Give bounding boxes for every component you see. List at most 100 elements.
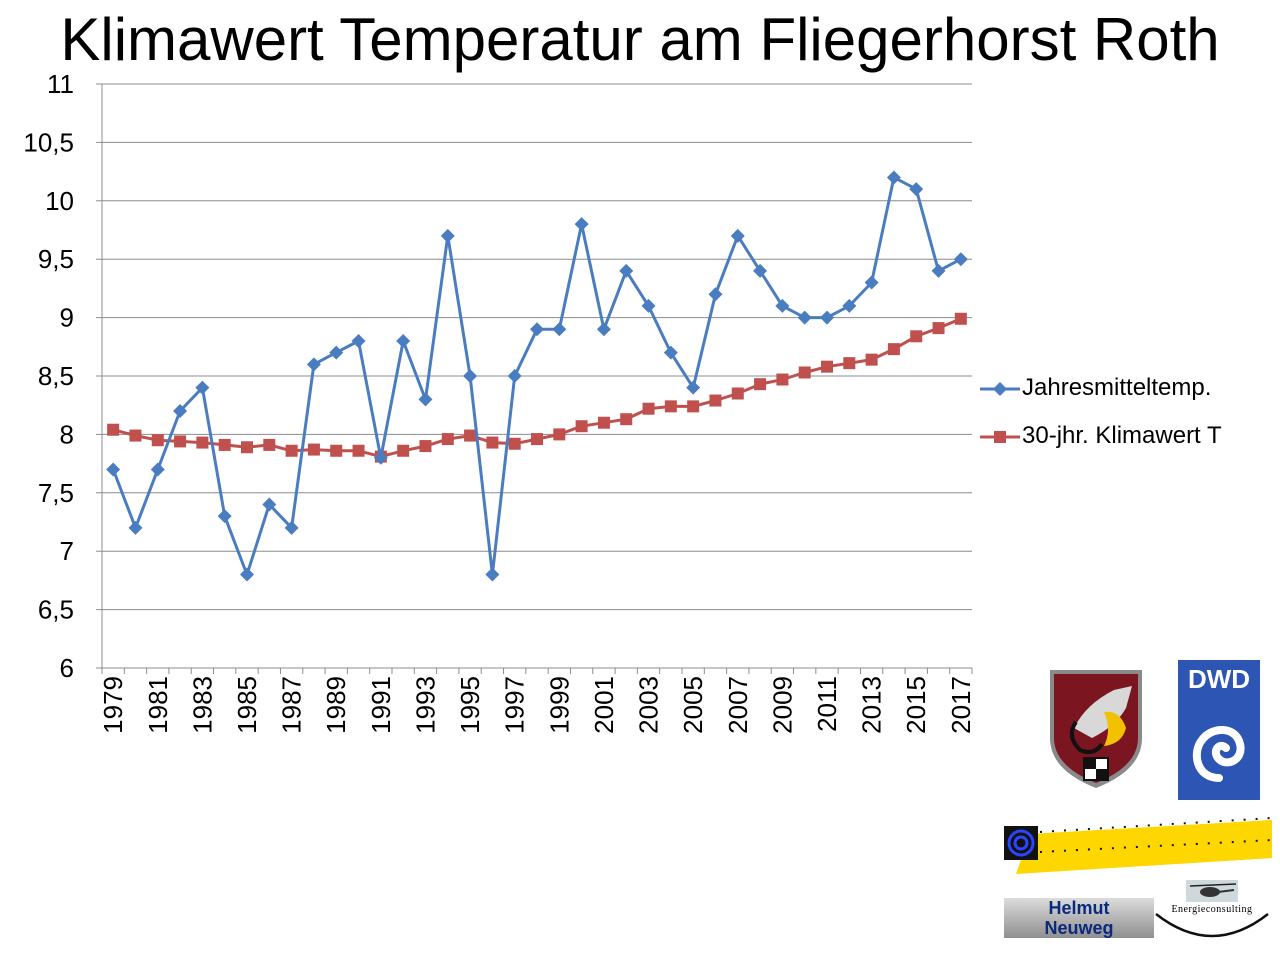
data-point: [730, 228, 745, 243]
data-point: [463, 369, 478, 383]
data-point: [151, 434, 164, 447]
y-tick-label: 11: [47, 69, 74, 99]
data-point: [553, 428, 566, 441]
data-point: [440, 228, 455, 243]
data-point: [596, 322, 611, 337]
data-point: [642, 402, 655, 415]
data-point: [485, 567, 500, 582]
y-tick-label: 8: [60, 419, 74, 449]
data-point: [330, 444, 343, 457]
data-point: [352, 444, 365, 457]
data-point: [886, 170, 901, 185]
data-point: [887, 343, 900, 356]
data-point: [798, 366, 811, 379]
data-point: [196, 436, 209, 449]
data-point: [754, 378, 767, 391]
axes: [96, 83, 973, 674]
data-point: [329, 345, 344, 360]
data-point: [709, 394, 722, 407]
data-point: [776, 373, 789, 386]
data-point: [864, 275, 879, 290]
data-point: [620, 413, 633, 426]
data-point: [174, 435, 187, 448]
x-tick-label: 1991: [366, 676, 396, 734]
x-tick-label: 2005: [678, 676, 708, 734]
data-point: [107, 423, 120, 436]
data-point: [775, 298, 790, 313]
data-point: [686, 380, 701, 395]
spiral-icon: [1192, 726, 1245, 782]
x-tick-label: 2003: [634, 676, 664, 734]
data-point: [842, 298, 857, 313]
data-point: [306, 357, 321, 372]
chart-title: Klimawert Temperatur am Fliegerhorst Rot…: [60, 6, 1220, 73]
data-point: [843, 357, 856, 370]
legend-marker-square: [980, 430, 1020, 443]
data-point: [865, 353, 878, 366]
data-point: [240, 567, 254, 582]
x-tick-label: 2007: [723, 676, 753, 734]
data-point: [531, 433, 543, 446]
y-tick-label: 7,5: [38, 478, 74, 508]
data-point: [129, 429, 142, 442]
data-point: [285, 444, 298, 457]
y-tick-label: 6: [60, 653, 74, 683]
data-point: [397, 444, 410, 457]
x-tick-labels: 1979 1981 1983 1985 1987 1989 1991 1993 1995 1997…: [98, 676, 976, 734]
data-point: [218, 438, 231, 451]
dwd-logo: DWD: [1178, 660, 1260, 800]
data-point: [552, 322, 567, 337]
x-tick-label: 2015: [901, 676, 931, 734]
legend-marker-diamond: [980, 381, 1020, 396]
data-point: [486, 436, 499, 449]
data-point: [663, 345, 678, 360]
dwd-logo-text: DWD: [1187, 664, 1251, 694]
gridlines: [102, 83, 972, 611]
data-point: [284, 520, 299, 535]
series-group: [106, 170, 968, 582]
data-point: [687, 400, 700, 413]
data-point: [507, 369, 522, 383]
x-tick-label: 1989: [321, 676, 351, 734]
data-point: [530, 322, 544, 337]
x-tick-label: 1993: [410, 676, 440, 734]
bundeswehr-crest-logo: [1050, 670, 1142, 788]
data-point: [263, 438, 276, 451]
logo-line-2: Neuweg: [1044, 918, 1114, 938]
data-point: [106, 462, 121, 477]
data-point: [753, 263, 768, 278]
data-point: [241, 441, 253, 454]
data-point: [731, 387, 744, 400]
helicopter-icon: [1155, 880, 1269, 938]
data-point: [128, 520, 143, 535]
data-point: [597, 416, 610, 429]
data-point: [641, 298, 656, 313]
data-point: [351, 333, 366, 348]
energieconsulting-logo: Energieconsulting: [1150, 876, 1274, 940]
y-tick-label: 10,5: [23, 127, 74, 157]
legend-label: 30-jhr. Klimawert T: [1022, 422, 1222, 449]
data-point: [217, 509, 232, 524]
energieconsulting-text: Energieconsulting: [1171, 904, 1253, 915]
data-point: [508, 437, 521, 450]
legend-item-jahresmitteltemp: Jahresmitteltemp.: [980, 374, 1211, 402]
x-tick-label: 2001: [589, 676, 619, 734]
energy-stripe-logo: [1004, 817, 1273, 874]
legend-item-klimawert: 30-jhr. Klimawert T: [980, 422, 1222, 450]
y-tick-label: 9,5: [38, 244, 74, 274]
x-tick-label: 1987: [277, 676, 307, 734]
y-tick-label: 7: [60, 536, 74, 566]
series-jahresmitteltemp: [106, 170, 968, 582]
data-point: [932, 322, 945, 335]
data-point: [954, 312, 967, 325]
x-tick-label: 2017: [946, 676, 976, 734]
data-point: [195, 380, 210, 395]
data-point: [664, 400, 677, 413]
y-tick-label: 6,5: [38, 595, 74, 625]
x-tick-label: 1997: [500, 676, 530, 734]
x-tick-label: 2011: [812, 676, 842, 732]
series-klimawert: [107, 312, 967, 463]
data-point: [909, 182, 924, 197]
x-tick-label: 1979: [98, 676, 128, 734]
